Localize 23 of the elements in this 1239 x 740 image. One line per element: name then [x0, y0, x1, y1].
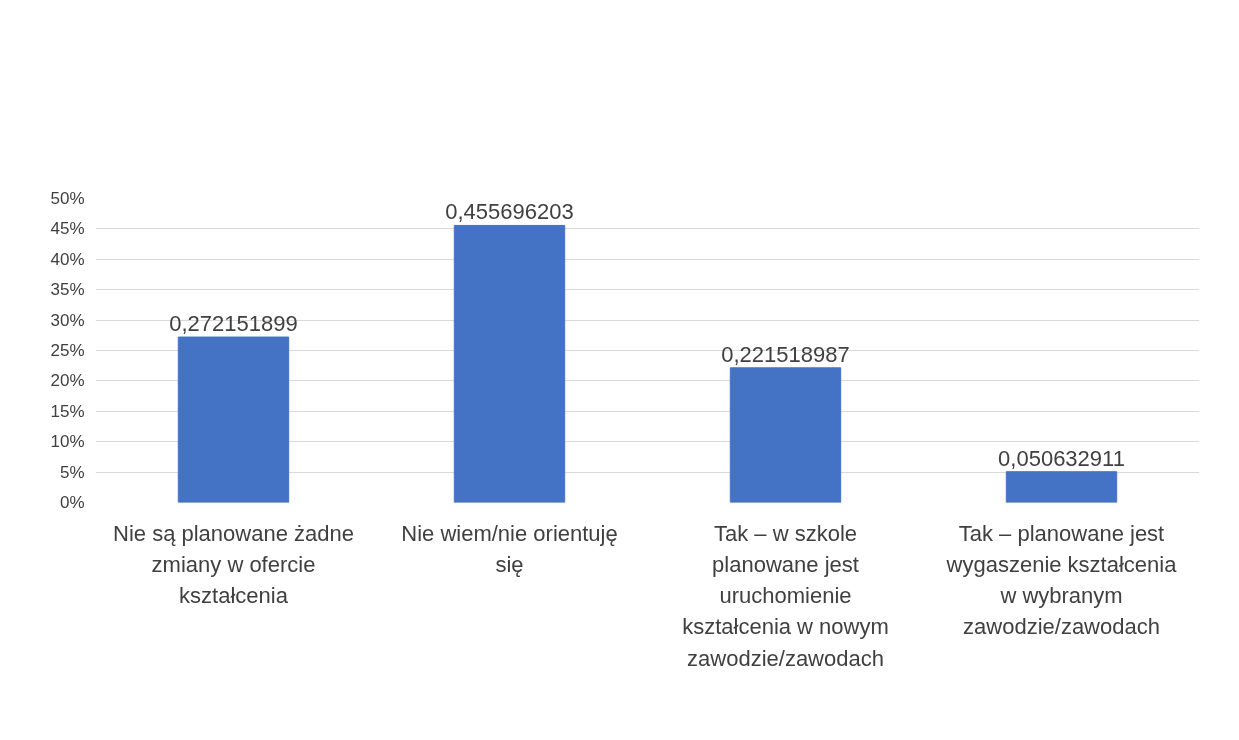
- bar: [1005, 471, 1118, 503]
- y-tick-label: 30%: [50, 310, 85, 330]
- y-tick-label: 15%: [50, 401, 85, 421]
- y-tick-label: 20%: [50, 371, 85, 391]
- bar: [453, 224, 566, 503]
- data-label: 0,272151899: [169, 311, 298, 337]
- y-tick-label: 25%: [50, 341, 85, 360]
- x-tick-label: Tak – w szkole planowane jest uruchomienie kształcenia w nowym zawodzie/zawodach: [682, 520, 889, 671]
- y-tick-label: 45%: [50, 219, 85, 239]
- bar: [177, 336, 290, 503]
- y-tick-label: 50%: [50, 189, 85, 208]
- y-tick-label: 0%: [59, 493, 85, 512]
- y-tick-label: 35%: [50, 280, 85, 300]
- x-tick-label: Nie wiem/nie orientuję się: [401, 520, 618, 577]
- bar: [729, 367, 842, 503]
- data-label: 0,455696203: [445, 199, 574, 225]
- data-label: 0,050632911: [998, 445, 1125, 471]
- y-tick-label: 40%: [50, 249, 85, 269]
- x-tick-label: Nie są planowane żadne zmiany w ofercie kształcenia: [113, 520, 354, 608]
- x-tick-label: Tak – planowane jest wygaszenie kształcenia w wybranym zawodzie/zawodach: [945, 520, 1178, 640]
- y-tick-label: 5%: [59, 462, 85, 482]
- data-label: 0,221518987: [721, 341, 850, 367]
- y-tick-label: 10%: [50, 432, 85, 452]
